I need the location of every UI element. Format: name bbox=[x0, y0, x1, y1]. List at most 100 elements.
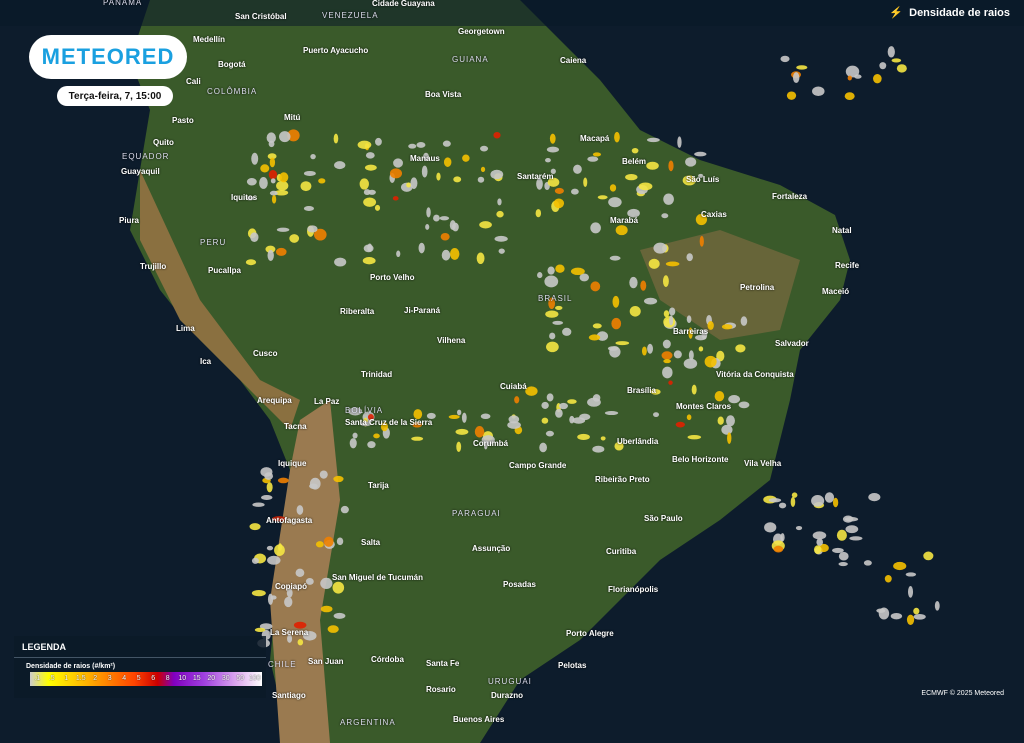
lightning-cell bbox=[289, 234, 300, 243]
lightning-cell bbox=[845, 65, 860, 78]
lightning-cell bbox=[456, 441, 462, 452]
lightning-cell bbox=[320, 605, 333, 613]
lightning-cell bbox=[661, 213, 669, 219]
lightning-cell bbox=[721, 424, 733, 435]
lightning-cell bbox=[653, 242, 667, 254]
lightning-cell bbox=[629, 305, 641, 317]
lightning-cell bbox=[396, 250, 401, 258]
lightning-cell bbox=[380, 422, 388, 432]
lightning-cell bbox=[269, 190, 278, 196]
lightning-cell bbox=[309, 477, 321, 490]
lightning-cell bbox=[629, 276, 638, 289]
lightning-cell bbox=[546, 341, 559, 353]
lightning-cell bbox=[675, 421, 685, 428]
lightning-cell bbox=[374, 204, 381, 211]
lightning-cell bbox=[588, 334, 601, 341]
city-label: Assunção bbox=[472, 544, 511, 553]
city-label: Antofagasta bbox=[266, 516, 313, 525]
lightning-cell bbox=[685, 157, 697, 167]
lightning-cell bbox=[360, 421, 372, 427]
lightning-cell bbox=[287, 634, 293, 643]
lightning-cell bbox=[334, 257, 347, 267]
lightning-cell bbox=[546, 393, 554, 402]
lightning-cell bbox=[436, 172, 441, 181]
lightning-cell bbox=[480, 166, 486, 172]
lightning-cell bbox=[878, 607, 890, 620]
lightning-cell bbox=[668, 160, 674, 172]
lightning-cell bbox=[849, 536, 863, 541]
lightning-cell bbox=[246, 178, 257, 186]
city-label: Santiago bbox=[272, 691, 306, 700]
lightning-cell bbox=[461, 412, 467, 423]
lightning-cell bbox=[479, 221, 492, 229]
lightning-cell bbox=[416, 142, 426, 148]
lightning-cell bbox=[663, 193, 674, 205]
lightning-cell bbox=[286, 588, 293, 598]
city-label: Uberlândia bbox=[617, 437, 659, 446]
city-label: Vitória da Conquista bbox=[716, 370, 794, 379]
lightning-cell bbox=[490, 169, 504, 180]
city-label: Lima bbox=[176, 324, 195, 333]
country-label: CHILE bbox=[268, 660, 297, 669]
legend-value: .1 bbox=[34, 675, 41, 682]
top-bar: ⚡ Densidade de raios bbox=[0, 0, 1024, 26]
lightning-cell bbox=[838, 551, 849, 561]
lightning-cell bbox=[590, 222, 601, 234]
city-label: Córdoba bbox=[371, 655, 404, 664]
lightning-cell bbox=[449, 247, 460, 260]
legend-value: 3 bbox=[107, 675, 112, 682]
lightning-cell bbox=[279, 131, 291, 143]
country-label: EQUADOR bbox=[122, 152, 170, 161]
lightning-cell bbox=[554, 187, 564, 194]
legend-value: 8 bbox=[165, 675, 170, 682]
lightning-cell bbox=[514, 396, 520, 404]
country-label: BOLÍVIA bbox=[345, 406, 384, 415]
lightning-cell bbox=[367, 441, 376, 449]
lightning-cell bbox=[333, 475, 344, 483]
lightning-cell bbox=[592, 445, 605, 453]
city-label: Copiapó bbox=[275, 582, 307, 591]
lightning-cell bbox=[260, 495, 273, 501]
lightning-cell bbox=[577, 433, 590, 441]
lightning-cell bbox=[592, 152, 602, 157]
lightning-cell bbox=[647, 343, 653, 354]
lightning-cell bbox=[600, 436, 606, 441]
lightning-cell bbox=[425, 223, 430, 230]
city-label: Posadas bbox=[503, 580, 536, 589]
lightning-cell bbox=[252, 502, 265, 507]
city-label: Caxias bbox=[701, 210, 727, 219]
legend-title: LEGENDA bbox=[14, 636, 266, 658]
lightning-cell bbox=[778, 502, 787, 509]
lightning-cell bbox=[480, 413, 491, 419]
lightning-cell bbox=[547, 177, 560, 187]
city-label: Macapá bbox=[580, 134, 610, 143]
lightning-cell bbox=[740, 316, 748, 326]
lightning-cell bbox=[494, 235, 508, 242]
lightning-cell bbox=[443, 157, 452, 167]
lightning-cell bbox=[483, 438, 488, 450]
meteored-logo[interactable]: METEORED bbox=[29, 35, 187, 79]
lightning-cell bbox=[333, 612, 346, 619]
lightning-cell bbox=[498, 248, 505, 254]
city-label: Cali bbox=[186, 77, 201, 86]
layer-selector-button[interactable]: ⚡ Densidade de raios bbox=[889, 6, 1010, 20]
country-label: PERU bbox=[200, 238, 227, 247]
lightning-cell bbox=[640, 280, 647, 291]
lightning-cell bbox=[266, 482, 273, 493]
lightning-cell bbox=[646, 161, 659, 170]
lightning-cell bbox=[923, 551, 934, 561]
lightning-cell bbox=[701, 329, 708, 340]
date-time-button[interactable]: Terça-feira, 7, 15:00 bbox=[57, 86, 173, 106]
lightning-cell bbox=[349, 438, 357, 449]
city-label: Ribeirão Preto bbox=[595, 475, 650, 484]
lightning-cell bbox=[406, 182, 412, 188]
lightning-cell bbox=[811, 495, 825, 507]
lightning-cell bbox=[259, 177, 268, 189]
lightning-cell bbox=[780, 533, 785, 542]
lightning-cell bbox=[893, 561, 907, 571]
city-label: Campo Grande bbox=[509, 461, 567, 470]
lightning-cell bbox=[836, 529, 847, 541]
lightning-cell bbox=[535, 209, 542, 218]
city-label: Santarém bbox=[517, 172, 554, 181]
